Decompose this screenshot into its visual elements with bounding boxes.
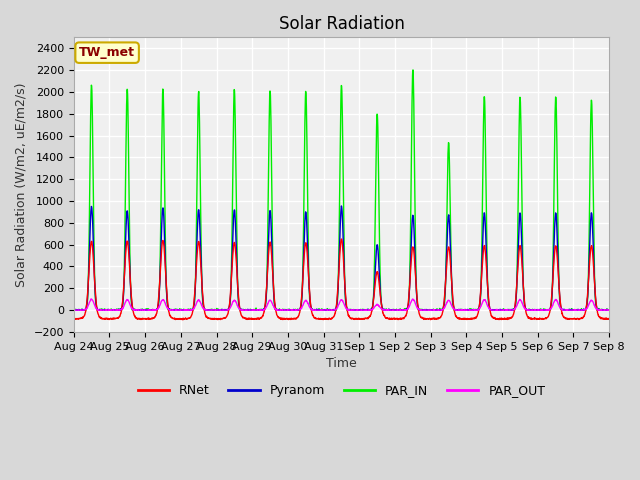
PAR_IN	[369, 304, 376, 310]
RNet	[573, 316, 581, 322]
RNet	[70, 316, 77, 322]
PAR_IN	[605, 307, 613, 313]
Title: Solar Radiation: Solar Radiation	[278, 15, 404, 33]
Line: PAR_OUT: PAR_OUT	[74, 299, 609, 310]
RNet	[357, 316, 365, 322]
RNet	[605, 316, 613, 322]
PAR_IN	[573, 307, 581, 313]
Line: RNet: RNet	[74, 239, 609, 320]
PAR_OUT	[497, 307, 505, 313]
PAR_IN	[559, 307, 566, 313]
PAR_OUT	[558, 307, 566, 313]
PAR_IN	[357, 307, 365, 313]
Text: TW_met: TW_met	[79, 46, 135, 59]
PAR_IN	[497, 307, 505, 312]
Pyranom	[220, 307, 227, 313]
PAR_OUT	[409, 296, 417, 302]
PAR_IN	[70, 307, 78, 313]
PAR_IN	[220, 307, 227, 313]
PAR_OUT	[605, 307, 613, 313]
X-axis label: Time: Time	[326, 357, 357, 370]
Pyranom	[337, 203, 345, 209]
RNet	[369, 302, 377, 308]
Pyranom	[70, 307, 78, 313]
PAR_OUT	[357, 307, 365, 313]
Pyranom	[573, 307, 581, 313]
PAR_OUT	[573, 307, 580, 313]
PAR_IN	[70, 307, 77, 313]
Pyranom	[559, 306, 566, 312]
Pyranom	[497, 307, 505, 313]
RNet	[179, 317, 187, 323]
RNet	[337, 236, 345, 242]
Pyranom	[357, 307, 365, 313]
Line: PAR_IN: PAR_IN	[74, 70, 609, 310]
Pyranom	[369, 302, 377, 308]
Pyranom	[70, 307, 77, 313]
Line: Pyranom: Pyranom	[74, 206, 609, 310]
PAR_OUT	[220, 307, 227, 313]
RNet	[497, 317, 505, 323]
PAR_OUT	[70, 307, 77, 313]
PAR_OUT	[369, 307, 376, 312]
PAR_IN	[409, 67, 417, 73]
Legend: RNet, Pyranom, PAR_IN, PAR_OUT: RNet, Pyranom, PAR_IN, PAR_OUT	[132, 379, 550, 402]
Pyranom	[605, 307, 613, 313]
RNet	[220, 315, 227, 321]
RNet	[559, 311, 566, 316]
Y-axis label: Solar Radiation (W/m2, uE/m2/s): Solar Radiation (W/m2, uE/m2/s)	[15, 83, 28, 287]
